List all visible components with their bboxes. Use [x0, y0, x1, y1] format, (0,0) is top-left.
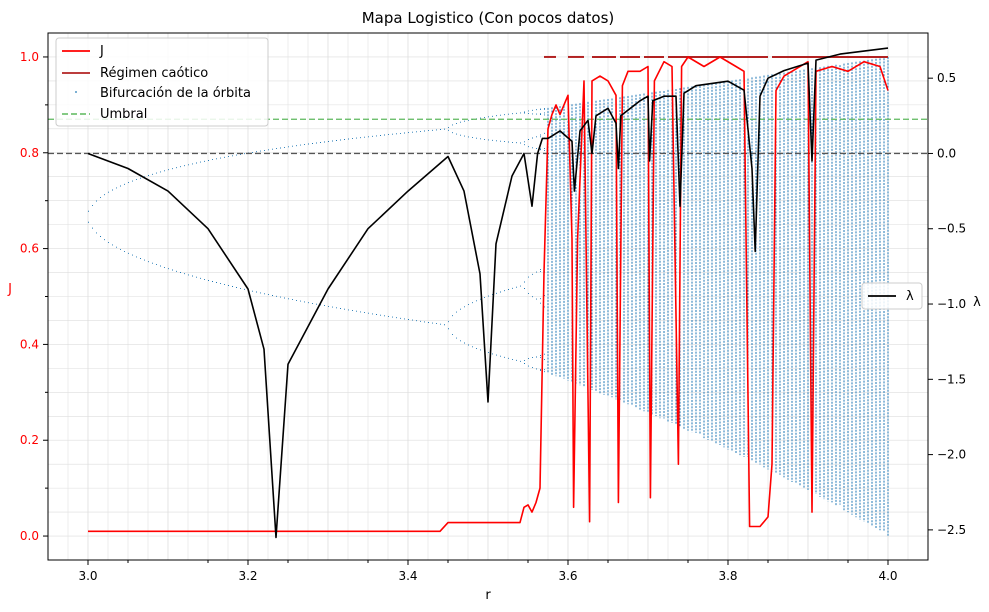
legend-lambda: λ	[861, 282, 923, 310]
y-right-tick-label: −0.5	[937, 222, 966, 236]
y-right-tick-label: −2.5	[937, 523, 966, 537]
bifurcation-chaotic-band	[547, 57, 889, 536]
bifurcation-series	[88, 57, 889, 536]
y-right-axis-label: λ	[973, 295, 981, 310]
x-axis-label: r	[485, 588, 491, 603]
y-left-tick-label: 1.0	[20, 50, 39, 64]
x-tick-label: 3.6	[558, 569, 577, 583]
x-tick-label: 4.0	[878, 569, 897, 583]
y-left-tick-label: 0.2	[20, 433, 39, 447]
legend-lambda-label: λ	[906, 289, 914, 304]
y-right-tick-label: 0.5	[937, 71, 956, 85]
tick-layer: 3.0 3.2 3.4 3.6 3.8 4.0 0.0 0.2 0.4 0.6 0.8 1.0 0.5 0…	[20, 50, 966, 583]
series-lambda-line	[87, 47, 889, 539]
y-left-tick-label: 0.8	[20, 146, 39, 160]
x-tick-label: 3.4	[398, 569, 417, 583]
bifurcation-points	[88, 108, 545, 373]
chart-title: Mapa Logistico (Con pocos datos)	[362, 9, 615, 27]
y-right-tick-label: −1.5	[937, 372, 966, 386]
y-left-tick-label: 0.4	[20, 337, 39, 351]
legend-main-box	[55, 37, 269, 127]
y-left-tick-label: 0.0	[20, 529, 39, 543]
legend-bifurcation-label: Bifurcación de la órbita	[100, 86, 251, 101]
legend-bifurcation-swatch	[75, 91, 77, 93]
y-right-tick-label: 0.0	[937, 146, 956, 160]
legend-chaos-label: Régimen caótico	[100, 66, 208, 81]
legend-umbral-label: Umbral	[100, 107, 147, 122]
x-tick-label: 3.2	[238, 569, 257, 583]
series-j-line	[88, 56, 889, 533]
legend-main: J Régimen caótico Bifurcación de la órbi…	[55, 37, 269, 127]
y-right-tick-label: −1.0	[937, 297, 966, 311]
lines-layer	[48, 47, 928, 539]
legend-j-label: J	[99, 44, 104, 59]
y-left-axis-label: J	[7, 282, 12, 297]
y-left-tick-label: 0.6	[20, 242, 39, 256]
y-right-tick-label: −2.0	[937, 448, 966, 462]
x-tick-label: 3.0	[78, 569, 97, 583]
x-tick-label: 3.8	[718, 569, 737, 583]
